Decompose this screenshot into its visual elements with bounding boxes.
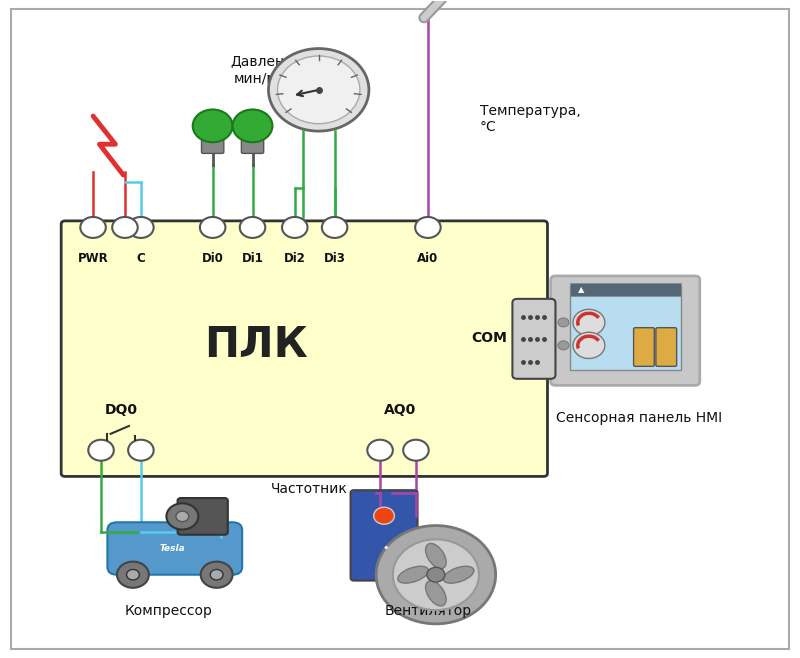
Circle shape xyxy=(128,217,154,238)
Text: Температура,
°C: Температура, °C xyxy=(480,104,581,134)
Circle shape xyxy=(240,217,266,238)
Circle shape xyxy=(117,562,149,588)
Text: Вентилятор: Вентилятор xyxy=(384,604,471,618)
Text: ▲: ▲ xyxy=(578,285,584,294)
Circle shape xyxy=(233,109,273,142)
Text: •: • xyxy=(382,544,389,553)
Circle shape xyxy=(126,569,139,580)
FancyBboxPatch shape xyxy=(350,490,418,580)
FancyBboxPatch shape xyxy=(61,221,547,476)
Text: Сенсорная панель HMI: Сенсорная панель HMI xyxy=(556,411,722,425)
FancyBboxPatch shape xyxy=(656,328,677,367)
Text: Tesla: Tesla xyxy=(160,544,186,553)
Circle shape xyxy=(573,332,605,359)
Circle shape xyxy=(166,503,198,530)
FancyBboxPatch shape xyxy=(178,498,228,535)
Circle shape xyxy=(322,217,347,238)
Circle shape xyxy=(176,511,189,522)
Text: Частотник: Частотник xyxy=(271,482,348,496)
Text: PWR: PWR xyxy=(78,252,109,265)
Circle shape xyxy=(415,217,441,238)
Text: Давление,
мин/макс: Давление, мин/макс xyxy=(230,55,306,86)
Circle shape xyxy=(367,440,393,461)
FancyBboxPatch shape xyxy=(513,299,555,379)
Circle shape xyxy=(193,109,233,142)
FancyBboxPatch shape xyxy=(570,283,681,296)
Circle shape xyxy=(200,217,226,238)
Text: DQ0: DQ0 xyxy=(105,403,138,417)
Text: Di2: Di2 xyxy=(284,252,306,265)
Text: ПЛК: ПЛК xyxy=(205,324,308,367)
FancyBboxPatch shape xyxy=(107,522,242,574)
Text: COM: COM xyxy=(472,330,508,345)
Circle shape xyxy=(201,562,233,588)
Text: Di0: Di0 xyxy=(202,252,223,265)
Ellipse shape xyxy=(426,581,446,606)
Circle shape xyxy=(80,217,106,238)
FancyBboxPatch shape xyxy=(570,286,681,370)
FancyBboxPatch shape xyxy=(634,328,654,367)
Circle shape xyxy=(210,569,223,580)
FancyBboxPatch shape xyxy=(242,139,264,153)
Circle shape xyxy=(573,309,605,336)
Ellipse shape xyxy=(426,544,446,569)
Text: Компрессор: Компрессор xyxy=(125,604,213,618)
Circle shape xyxy=(403,440,429,461)
Circle shape xyxy=(269,49,369,131)
Circle shape xyxy=(427,567,445,582)
Text: C: C xyxy=(137,252,146,265)
Text: Di1: Di1 xyxy=(242,252,263,265)
Circle shape xyxy=(376,526,496,624)
Text: Di3: Di3 xyxy=(324,252,346,265)
FancyBboxPatch shape xyxy=(550,276,700,386)
Ellipse shape xyxy=(443,567,474,583)
Circle shape xyxy=(374,507,394,524)
Circle shape xyxy=(128,440,154,461)
Circle shape xyxy=(558,318,569,327)
Text: AQ0: AQ0 xyxy=(384,403,416,417)
Circle shape xyxy=(88,440,114,461)
Circle shape xyxy=(558,341,569,350)
Circle shape xyxy=(112,217,138,238)
Circle shape xyxy=(393,540,479,610)
Ellipse shape xyxy=(398,567,429,583)
FancyBboxPatch shape xyxy=(202,139,224,153)
Circle shape xyxy=(278,56,360,124)
Circle shape xyxy=(282,217,307,238)
Text: Ai0: Ai0 xyxy=(418,252,438,265)
